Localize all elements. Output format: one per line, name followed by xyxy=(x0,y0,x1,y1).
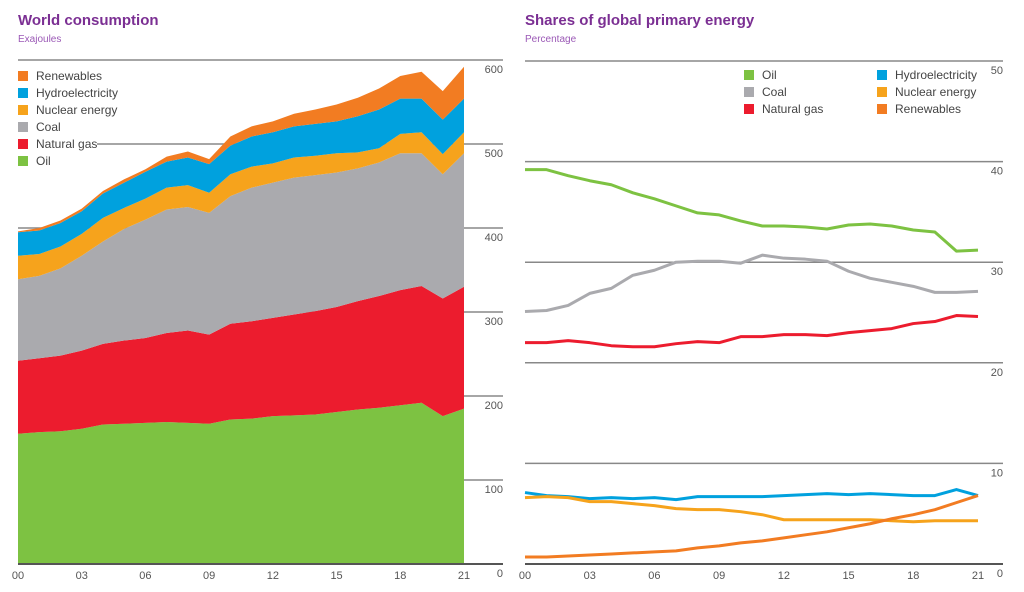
legend-label: Oil xyxy=(762,67,777,82)
right-xtick-label: 15 xyxy=(842,570,854,582)
right-ytick-label: 50 xyxy=(991,65,1003,77)
legend-label: Renewables xyxy=(895,101,962,116)
right-xtick-label: 00 xyxy=(519,570,531,582)
right-ytick-label: 0 xyxy=(997,568,1003,580)
right-xtick-label: 09 xyxy=(713,570,725,582)
right-xtick-label: 06 xyxy=(648,570,660,582)
right-ytick-label: 20 xyxy=(991,367,1003,379)
left-legend-item: Nuclear energy xyxy=(18,101,118,118)
left-xtick-label: 03 xyxy=(76,570,88,582)
legend-label: Nuclear energy xyxy=(36,102,118,117)
left-xtick-label: 09 xyxy=(203,570,215,582)
line-renewables xyxy=(525,494,979,559)
legend-label: Natural gas xyxy=(762,101,824,116)
left-ytick-label: 100 xyxy=(485,484,503,496)
legend-swatch xyxy=(877,86,887,97)
right-legend-item: Coal xyxy=(744,83,787,100)
right-xtick-label: 21 xyxy=(972,570,984,582)
left-chart-title: World consumption xyxy=(18,12,159,29)
legend-label: Nuclear energy xyxy=(895,84,977,99)
legend-label: Natural gas xyxy=(36,136,98,151)
right-xtick-label: 03 xyxy=(584,570,596,582)
line-oil xyxy=(525,168,979,253)
legend-swatch xyxy=(744,86,754,97)
area-oil xyxy=(18,402,464,564)
legend-label: Hydroelectricity xyxy=(36,85,119,100)
right-legend-item: Nuclear energy xyxy=(877,83,977,100)
legend-swatch xyxy=(18,121,28,132)
right-xtick-label: 12 xyxy=(778,570,790,582)
right-legend-item: Natural gas xyxy=(744,100,824,117)
right-legend-item: Hydroelectricity xyxy=(877,66,978,83)
left-xtick-label: 18 xyxy=(394,570,406,582)
legend-label: Oil xyxy=(36,153,51,168)
legend-swatch xyxy=(18,104,28,115)
area-nuclear-energy xyxy=(18,132,464,280)
legend-swatch xyxy=(877,69,887,80)
right-xtick-label: 18 xyxy=(907,570,919,582)
left-xtick-label: 06 xyxy=(139,570,151,582)
area-renewables xyxy=(18,66,464,233)
left-xtick-label: 21 xyxy=(458,570,470,582)
right-legend-item: Renewables xyxy=(877,100,962,117)
legend-label: Coal xyxy=(36,119,61,134)
left-ytick-label: 400 xyxy=(485,232,503,244)
left-ytick-label: 500 xyxy=(485,148,503,160)
line-natural-gas xyxy=(525,314,979,349)
left-legend-item: Oil xyxy=(18,152,51,169)
left-xtick-label: 12 xyxy=(267,570,279,582)
left-chart-subtitle: Exajoules xyxy=(18,34,62,45)
area-hydroelectricity xyxy=(18,98,464,256)
left-legend-item: Coal xyxy=(18,118,61,135)
legend-swatch xyxy=(877,103,887,114)
legend-label: Renewables xyxy=(36,68,103,83)
area-coal xyxy=(18,153,464,361)
legend-swatch xyxy=(18,70,28,81)
line-hydroelectricity xyxy=(524,488,979,502)
right-ytick-label: 30 xyxy=(991,266,1003,278)
legend-label: Coal xyxy=(762,84,787,99)
legend-swatch xyxy=(18,155,28,166)
left-legend-item: Renewables xyxy=(18,67,103,84)
legend-swatch xyxy=(18,87,28,98)
left-ytick-label: 0 xyxy=(497,568,503,580)
left-ytick-label: 300 xyxy=(485,316,503,328)
left-ytick-label: 200 xyxy=(485,400,503,412)
left-legend-item: Natural gas xyxy=(18,135,98,152)
left-ytick-label: 600 xyxy=(485,64,503,76)
line-coal xyxy=(524,253,979,313)
left-xtick-label: 15 xyxy=(330,570,342,582)
right-chart-title: Shares of global primary energy xyxy=(525,12,755,29)
right-ytick-label: 10 xyxy=(991,467,1003,479)
legend-swatch xyxy=(744,103,754,114)
legend-label: Hydroelectricity xyxy=(895,67,978,82)
legend-swatch xyxy=(744,69,754,80)
right-ytick-label: 40 xyxy=(991,166,1003,178)
legend-swatch xyxy=(18,138,28,149)
left-legend-item: Hydroelectricity xyxy=(18,84,119,101)
right-chart-subtitle: Percentage xyxy=(525,34,577,45)
right-legend-item: Oil xyxy=(744,66,777,83)
area-natural-gas xyxy=(18,285,464,434)
line-nuclear-energy xyxy=(524,495,978,524)
left-xtick-label: 00 xyxy=(12,570,24,582)
